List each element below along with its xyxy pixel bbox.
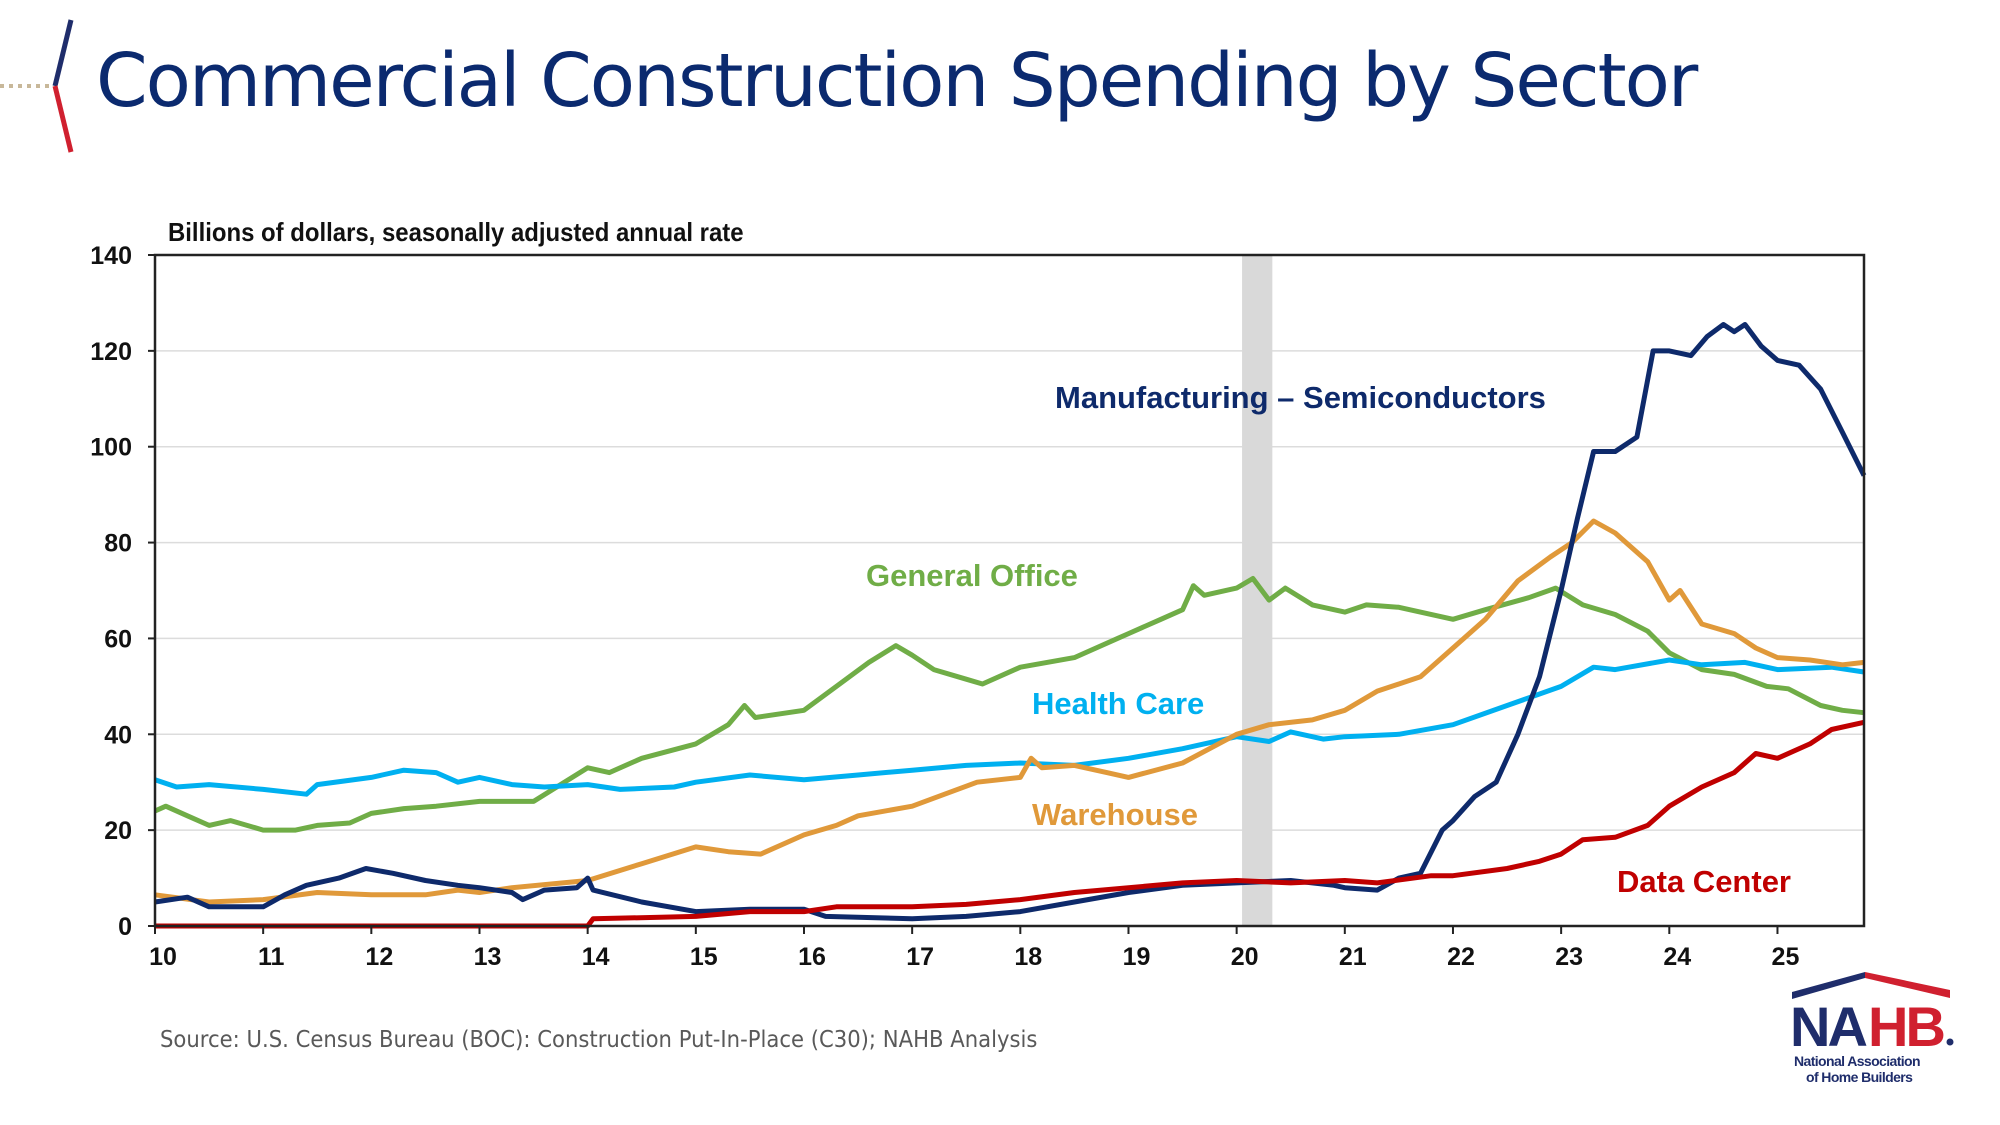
svg-text:NA: NA <box>1790 995 1866 1058</box>
y-axis-label: Billions of dollars, seasonally adjusted… <box>168 217 744 247</box>
series-label-manufacturing-semiconductors: Manufacturing – Semiconductors <box>1055 380 1546 415</box>
page-title: Commercial Construction Spending by Sect… <box>96 38 1698 124</box>
x-tick-label: 22 <box>1447 943 1475 971</box>
y-tick-label: 120 <box>90 338 132 366</box>
gridlines <box>155 350 1864 831</box>
series-label-warehouse: Warehouse <box>1032 797 1198 832</box>
y-tick-label: 40 <box>104 721 132 749</box>
y-tick-label: 140 <box>90 242 132 270</box>
x-tick-label: 13 <box>474 943 502 971</box>
y-tick-label: 60 <box>104 625 132 653</box>
svg-text:HB: HB <box>1868 995 1943 1058</box>
source-note: Source: U.S. Census Bureau (BOC): Constr… <box>160 1027 1038 1053</box>
series-line-data-center <box>155 719 1865 929</box>
plot-frame <box>153 253 1866 928</box>
x-tick-label: 16 <box>798 943 826 971</box>
x-tick-label: 20 <box>1231 943 1259 971</box>
y-axis-ticks: 0 20 40 60 80 100 120 140 <box>90 242 155 941</box>
series-label-health-care: Health Care <box>1032 686 1204 721</box>
x-tick-label: 10 <box>149 943 177 971</box>
y-tick-label: 100 <box>90 434 132 462</box>
y-tick-label: 80 <box>104 530 132 558</box>
x-tick-label: 18 <box>1014 943 1042 971</box>
x-tick-label: 12 <box>365 943 393 971</box>
series-labels: General Office Health Care Warehouse Manufa… <box>866 380 1791 899</box>
x-tick-label: 14 <box>582 943 610 971</box>
line-chart: 0 20 40 60 80 100 120 140 10 11 12 13 14 15 16 17 18 19 2… <box>90 242 1867 971</box>
series-label-general-office: General Office <box>866 558 1078 593</box>
header-accent-icon <box>0 19 74 153</box>
series-line-warehouse <box>154 518 1865 905</box>
x-tick-label: 21 <box>1339 943 1367 971</box>
x-tick-label: 24 <box>1663 943 1691 971</box>
series-line-health-care <box>154 657 1865 797</box>
x-tick-label: 25 <box>1772 943 1800 971</box>
series-line-general-office <box>153 576 1865 833</box>
x-tick-label: 11 <box>258 943 285 971</box>
x-tick-label: 19 <box>1123 943 1151 971</box>
x-tick-label: 15 <box>690 943 718 971</box>
svg-text:of Home Builders: of Home Builders <box>1806 1069 1913 1085</box>
series-lines <box>153 322 1867 929</box>
x-axis-ticks: 10 11 12 13 14 15 16 17 18 19 20 21 22 23 24 25 <box>149 926 1799 971</box>
x-tick-label: 23 <box>1555 943 1583 971</box>
series-label-data-center: Data Center <box>1617 864 1791 899</box>
recession-shading <box>1242 255 1273 926</box>
svg-text:National Association: National Association <box>1794 1053 1920 1069</box>
x-tick-label: 17 <box>906 943 934 971</box>
y-tick-label: 0 <box>118 913 132 941</box>
y-tick-label: 20 <box>104 817 132 845</box>
nahb-logo: NA HB National Association of Home Build… <box>1790 972 1954 1085</box>
